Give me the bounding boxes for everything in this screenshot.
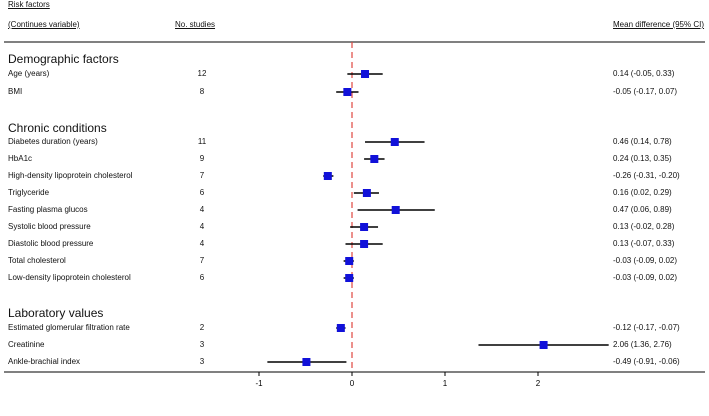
row-study-count: 8 xyxy=(199,87,205,96)
x-tick-label: 2 xyxy=(536,379,541,388)
row-label: Estimated glomerular filtration rate xyxy=(8,323,130,332)
row-study-count: 4 xyxy=(199,205,205,214)
row-label: HbA1c xyxy=(8,154,33,163)
estimate-marker xyxy=(345,257,354,265)
row-study-count: 6 xyxy=(199,188,205,197)
header-risk-factors: Risk factors xyxy=(8,0,50,9)
row-label: High-density lipoprotein cholesterol xyxy=(8,171,133,180)
row-ci-text: 0.13 (-0.02, 0.28) xyxy=(613,222,675,231)
section-title-laboratory: Laboratory values xyxy=(8,306,104,320)
row-ci-text: -0.03 (-0.09, 0.02) xyxy=(613,273,678,282)
row-label: Creatinine xyxy=(8,340,45,349)
row-label: Systolic blood pressure xyxy=(8,222,91,231)
estimate-marker xyxy=(391,206,400,214)
header-continues-variable: (Continues variable) xyxy=(8,20,80,29)
estimate-marker xyxy=(539,341,548,349)
row-ci-text: 0.14 (-0.05, 0.33) xyxy=(613,69,675,78)
x-tick-label: -1 xyxy=(255,379,263,388)
row-ci-text: 0.24 (0.13, 0.35) xyxy=(613,154,672,163)
row-study-count: 9 xyxy=(199,154,205,163)
estimate-marker xyxy=(360,240,369,248)
x-tick-label: 1 xyxy=(443,379,448,388)
row-ci-text: -0.49 (-0.91, -0.06) xyxy=(613,357,680,366)
estimate-marker xyxy=(361,70,370,78)
row-ci-text: -0.26 (-0.31, -0.20) xyxy=(613,171,680,180)
estimate-marker xyxy=(323,172,332,180)
row-study-count: 6 xyxy=(199,273,205,282)
section-title-chronic: Chronic conditions xyxy=(8,121,107,135)
estimate-marker xyxy=(343,88,352,96)
row-ci-text: 2.06 (1.36, 2.76) xyxy=(613,340,672,349)
estimate-marker xyxy=(302,358,311,366)
x-tick-label: 0 xyxy=(350,379,355,388)
section-title-demographic: Demographic factors xyxy=(8,52,119,66)
row-study-count: 7 xyxy=(199,256,205,265)
estimate-marker xyxy=(370,155,379,163)
estimate-marker xyxy=(336,324,345,332)
row-ci-text: -0.03 (-0.09, 0.02) xyxy=(613,256,678,265)
header-no-studies: No. studies xyxy=(175,20,216,29)
estimate-marker xyxy=(360,223,369,231)
row-label: Age (years) xyxy=(8,69,50,78)
row-label: Diastolic blood pressure xyxy=(8,239,94,248)
row-study-count: 3 xyxy=(199,340,205,349)
row-study-count: 4 xyxy=(199,239,205,248)
row-study-count: 3 xyxy=(199,357,205,366)
row-ci-text: -0.12 (-0.17, -0.07) xyxy=(613,323,680,332)
header-mean-difference: Mean difference (95% CI) xyxy=(613,20,705,29)
row-label: Ankle-brachial index xyxy=(8,357,81,366)
row-study-count: 7 xyxy=(199,171,205,180)
row-label: Low-density lipoprotein cholesterol xyxy=(8,273,131,282)
row-label: Total cholesterol xyxy=(8,256,66,265)
row-ci-text: 0.47 (0.06, 0.89) xyxy=(613,205,672,214)
row-label: BMI xyxy=(8,87,23,96)
row-ci-text: 0.16 (0.02, 0.29) xyxy=(613,188,672,197)
row-study-count: 2 xyxy=(199,323,205,332)
row-ci-text: 0.13 (-0.07, 0.33) xyxy=(613,239,675,248)
row-study-count: 4 xyxy=(199,222,205,231)
estimate-marker xyxy=(345,274,354,282)
row-ci-text: 0.46 (0.14, 0.78) xyxy=(613,137,672,146)
row-label: Triglyceride xyxy=(8,188,50,197)
row-label: Diabetes duration (years) xyxy=(8,137,98,146)
estimate-marker xyxy=(390,138,399,146)
row-ci-text: -0.05 (-0.17, 0.07) xyxy=(613,87,678,96)
row-study-count: 12 xyxy=(197,69,207,78)
estimate-marker xyxy=(362,189,371,197)
row-study-count: 11 xyxy=(197,137,207,146)
row-label: Fasting plasma glucos xyxy=(8,205,88,214)
